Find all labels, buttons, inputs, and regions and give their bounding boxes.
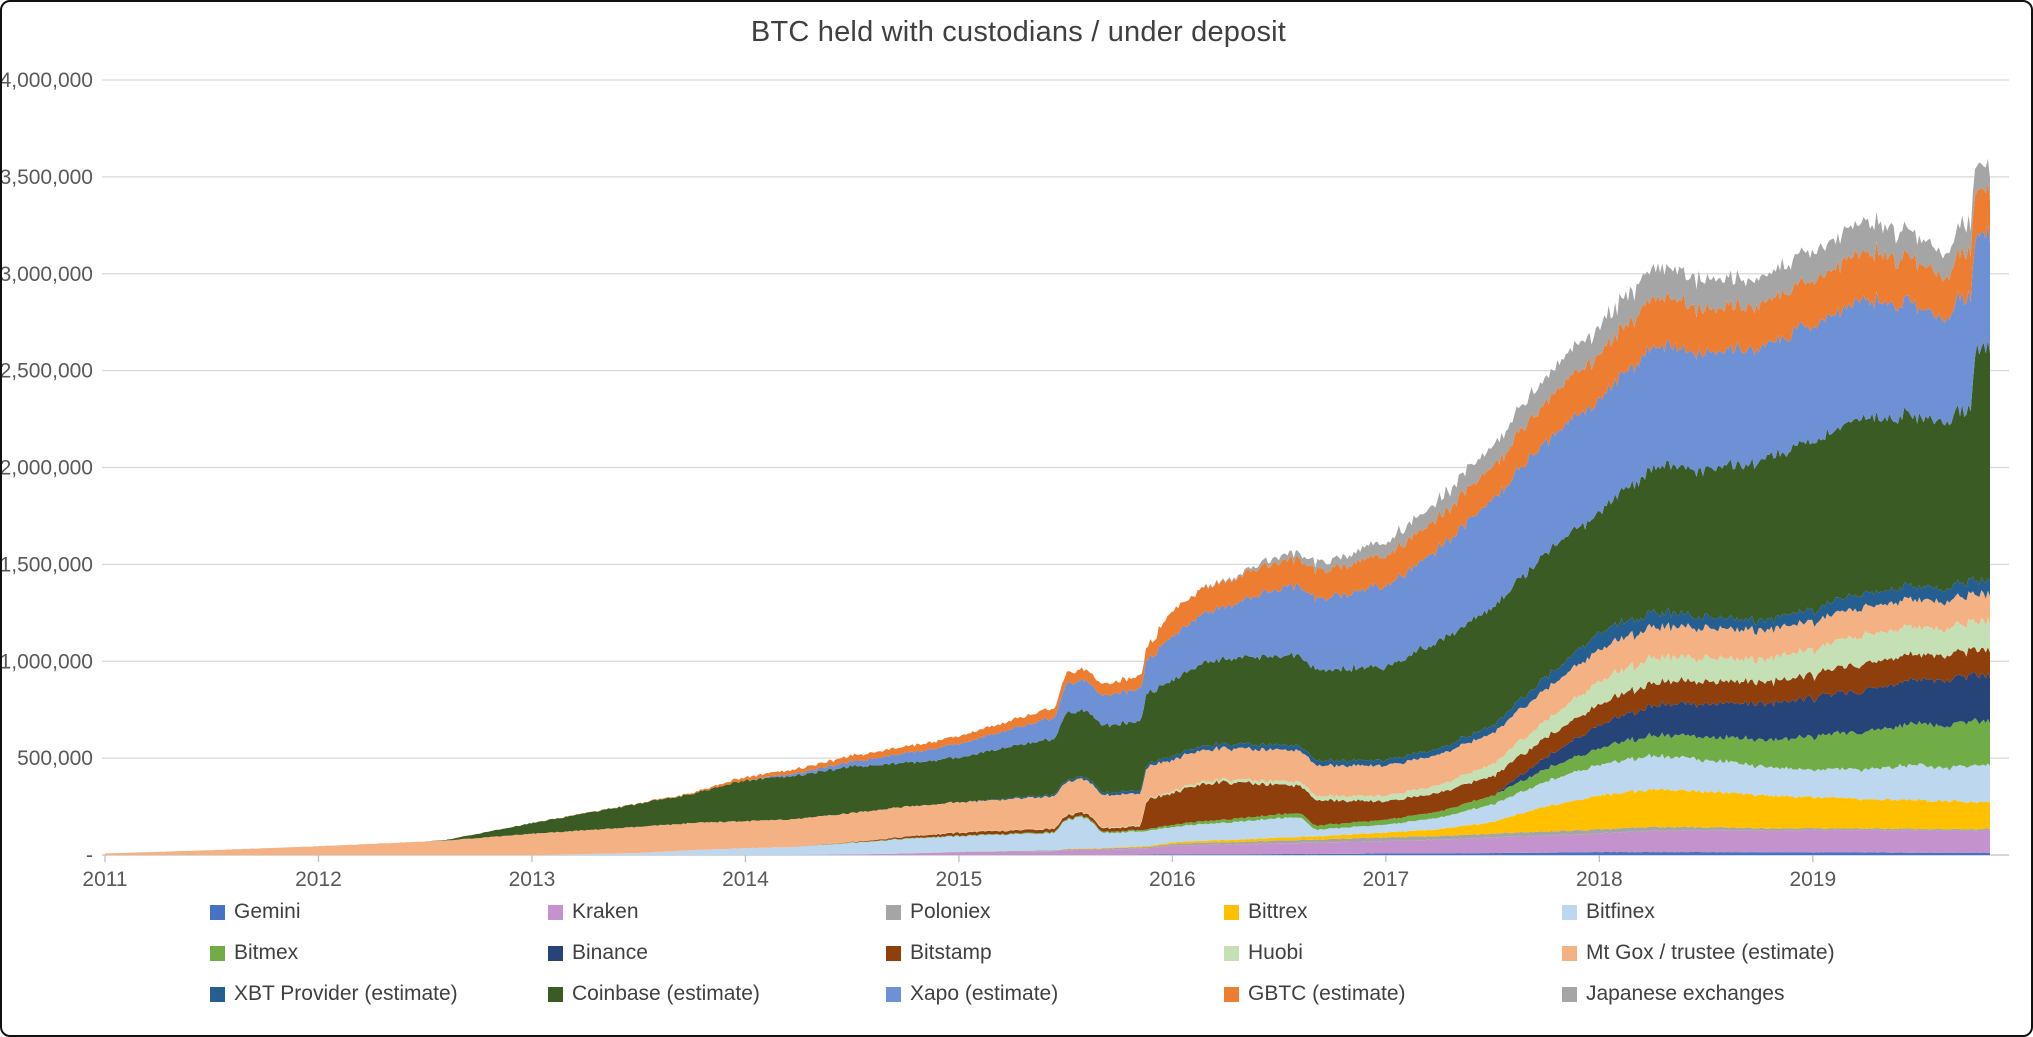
x-axis-tick-label: 2019 bbox=[1789, 868, 1836, 891]
legend-item-bitfinex: Bitfinex bbox=[1562, 896, 1900, 928]
legend-label: XBT Provider (estimate) bbox=[234, 982, 458, 1005]
legend-label: Bittrex bbox=[1248, 900, 1308, 923]
legend-swatch-icon bbox=[1562, 945, 1577, 961]
legend-label: Bitfinex bbox=[1586, 900, 1655, 923]
legend-label: Huobi bbox=[1248, 941, 1303, 964]
y-axis-tick-label: 3,500,000 bbox=[2, 166, 93, 189]
legend-swatch-icon bbox=[886, 904, 901, 920]
legend-label: Binance bbox=[572, 941, 648, 964]
chart-legend: Gemini Kraken Poloniex Bittrex Bitfinex Bitme… bbox=[210, 896, 1900, 1010]
legend-swatch-icon bbox=[1224, 945, 1239, 961]
y-axis-tick-label: 3,000,000 bbox=[2, 263, 93, 286]
x-axis-tick-label: 2018 bbox=[1576, 868, 1623, 891]
legend-label: Japanese exchanges bbox=[1586, 982, 1785, 1005]
x-axis-tick-label: 2012 bbox=[295, 868, 342, 891]
legend-item-coinbase-estimate: Coinbase (estimate) bbox=[548, 978, 886, 1010]
legend-label: Bitstamp bbox=[910, 941, 992, 964]
legend-label: Coinbase (estimate) bbox=[572, 982, 760, 1005]
legend-item-bittrex: Bittrex bbox=[1224, 896, 1562, 928]
legend-item-binance: Binance bbox=[548, 937, 886, 969]
legend-item-japanese-exchanges: Japanese exchanges bbox=[1562, 978, 1900, 1010]
legend-label: Kraken bbox=[572, 900, 639, 923]
area-series-mt-gox-trustee-estimate bbox=[105, 590, 1990, 855]
legend-swatch-icon bbox=[210, 904, 225, 920]
legend-label: Xapo (estimate) bbox=[910, 982, 1059, 1005]
legend-item-bitmex: Bitmex bbox=[210, 937, 548, 969]
legend-item-bitstamp: Bitstamp bbox=[886, 937, 1224, 969]
legend-swatch-icon bbox=[210, 986, 225, 1002]
chart-title: BTC held with custodians / under deposit bbox=[750, 16, 1287, 48]
legend-label: GBTC (estimate) bbox=[1248, 982, 1406, 1005]
legend-swatch-icon bbox=[1562, 904, 1577, 920]
x-axis-tick-label: 2016 bbox=[1149, 868, 1196, 891]
area-series-bitfinex bbox=[105, 753, 1990, 855]
area-series-bittrex bbox=[105, 788, 1990, 855]
y-axis-tick-label: 1,000,000 bbox=[2, 650, 93, 673]
y-axis-tick-label: 2,500,000 bbox=[2, 360, 93, 383]
area-series-kraken bbox=[105, 829, 1990, 855]
legend-label: Bitmex bbox=[234, 941, 299, 964]
area-series-gbtc-estimate bbox=[105, 182, 1990, 854]
x-axis-tick-label: 2011 bbox=[82, 868, 127, 891]
legend-item-xapo-estimate: Xapo (estimate) bbox=[886, 978, 1224, 1010]
area-series-xapo-estimate bbox=[105, 224, 1990, 854]
legend-item-kraken: Kraken bbox=[548, 896, 886, 928]
legend-swatch-icon bbox=[210, 945, 225, 961]
legend-swatch-icon bbox=[548, 904, 563, 920]
legend-label: Poloniex bbox=[910, 900, 991, 923]
legend-item-xbt-provider-estimate: XBT Provider (estimate) bbox=[210, 978, 548, 1010]
legend-swatch-icon bbox=[886, 945, 901, 961]
legend-item-mt-gox-trustee-estimate: Mt Gox / trustee (estimate) bbox=[1562, 937, 1900, 969]
legend-item-huobi: Huobi bbox=[1224, 937, 1562, 969]
legend-swatch-icon bbox=[886, 986, 901, 1002]
legend-swatch-icon bbox=[548, 945, 563, 961]
y-axis-tick-label: 2,000,000 bbox=[2, 457, 93, 480]
x-axis-tick-label: 2013 bbox=[509, 868, 556, 891]
x-axis-tick-label: 2015 bbox=[936, 868, 983, 891]
area-series-coinbase-estimate bbox=[105, 340, 1990, 854]
legend-swatch-icon bbox=[1224, 986, 1239, 1002]
area-series-poloniex bbox=[105, 826, 1990, 855]
x-axis-tick-label: 2014 bbox=[722, 868, 769, 891]
y-axis-tick-label: - bbox=[86, 844, 93, 867]
legend-item-poloniex: Poloniex bbox=[886, 896, 1224, 928]
legend-swatch-icon bbox=[1562, 986, 1577, 1002]
legend-swatch-icon bbox=[1224, 904, 1239, 920]
y-axis-tick-label: 500,000 bbox=[17, 747, 93, 770]
y-axis-tick-label: 4,000,000 bbox=[2, 69, 93, 92]
legend-item-gemini: Gemini bbox=[210, 896, 548, 928]
legend-label: Mt Gox / trustee (estimate) bbox=[1586, 941, 1835, 964]
area-series-gemini bbox=[105, 852, 1990, 855]
legend-label: Gemini bbox=[234, 900, 301, 923]
y-axis-tick-label: 1,500,000 bbox=[2, 553, 93, 576]
legend-item-gbtc-estimate: GBTC (estimate) bbox=[1224, 978, 1562, 1010]
legend-swatch-icon bbox=[548, 986, 563, 1002]
x-axis-tick-label: 2017 bbox=[1363, 868, 1410, 891]
